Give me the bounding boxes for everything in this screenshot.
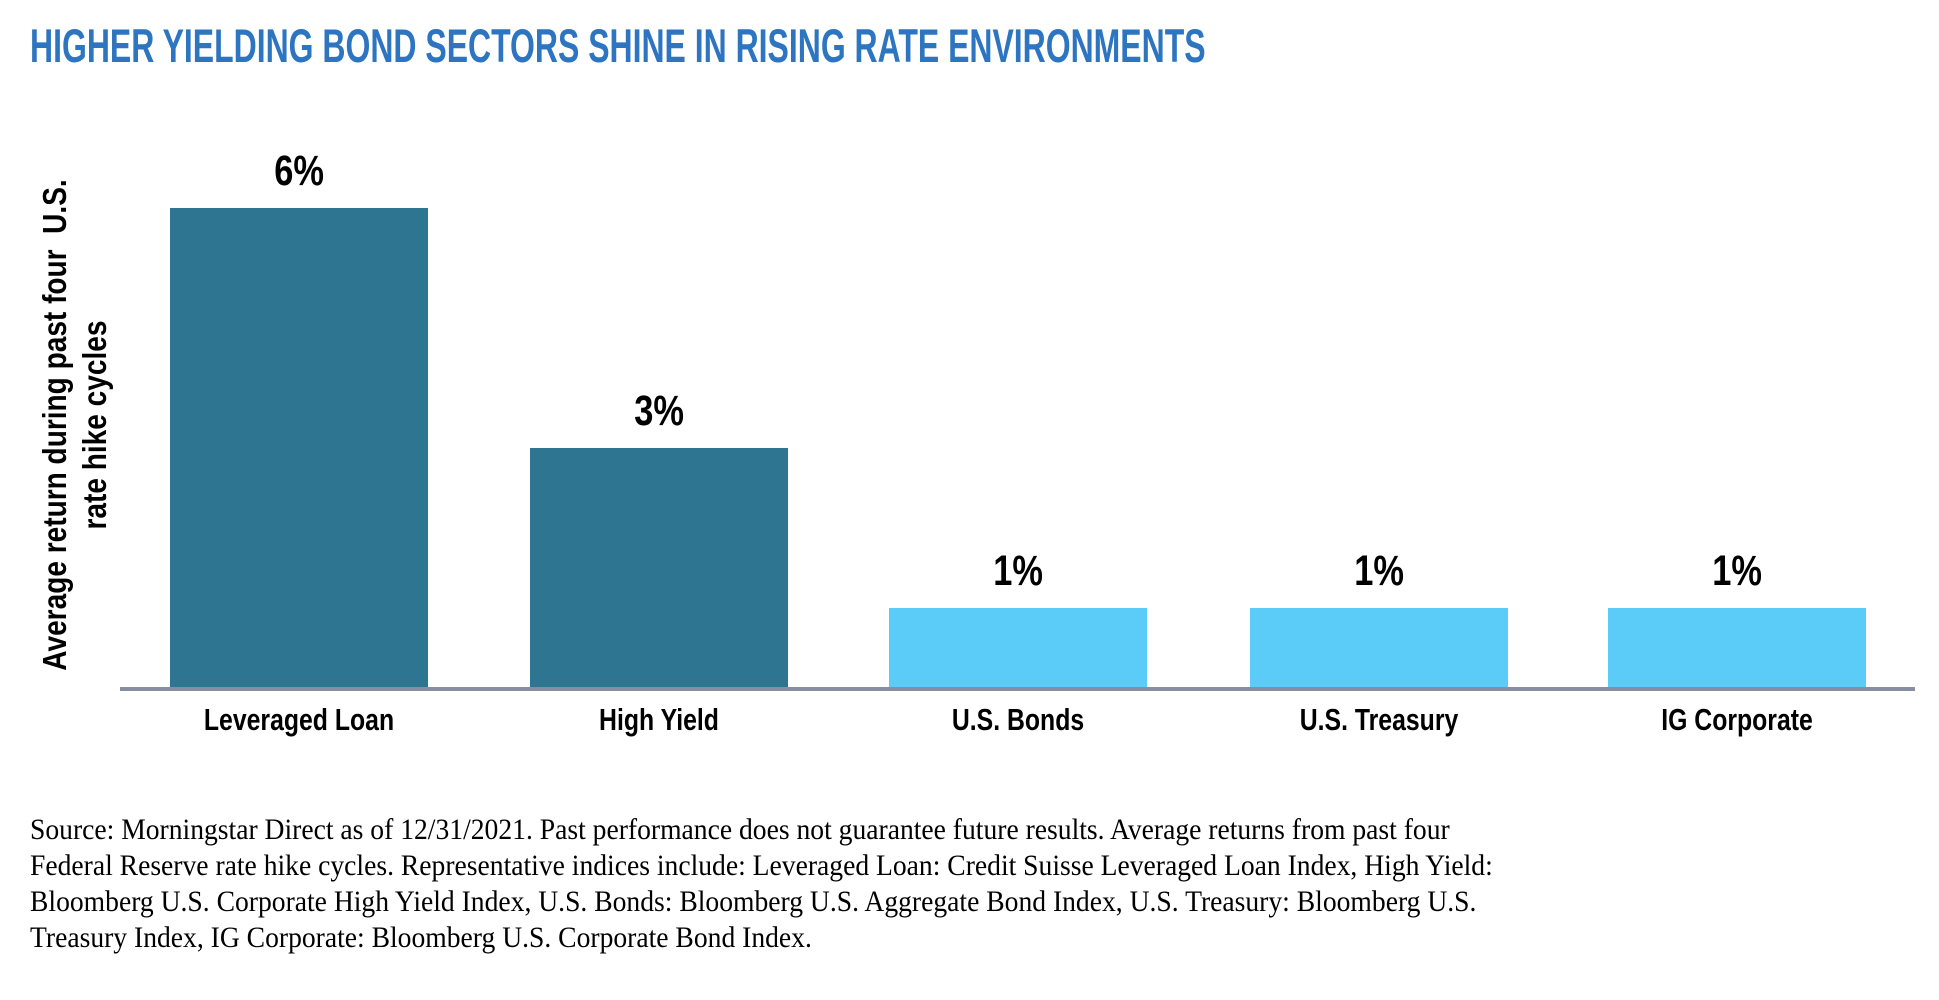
bar-high-yield [530,448,788,688]
bar-us-treasury [1250,608,1508,688]
bar-group-leveraged-loan: 6% Leveraged Loan [170,128,428,737]
source-note: Source: Morningstar Direct as of 12/31/2… [30,813,1493,954]
bar-value-label: 3% [634,387,684,435]
bar-ig-corporate [1608,608,1866,688]
bar-group-high-yield: 3% High Yield [530,128,788,737]
bar-group-us-treasury: 1% U.S. Treasury [1250,128,1508,737]
bar-leveraged-loan [170,208,428,688]
bar-group-us-bonds: 1% U.S. Bonds [889,128,1147,737]
bar-value-label: 1% [993,547,1043,595]
x-axis-category-label: Leveraged Loan [203,702,395,737]
bar-us-bonds [889,608,1147,688]
bar-value-label: 1% [1712,547,1762,595]
x-axis-category-label: U.S. Treasury [1299,702,1459,737]
y-axis-label-line2: rate hike cycles [76,320,113,530]
plot-area: 6% Leveraged Loan 3% High Yield 1% U.S. … [120,128,1915,737]
chart-title: HIGHER YIELDING BOND SECTORS SHINE IN RI… [30,19,1206,72]
bar-value-label: 1% [1354,547,1404,595]
y-axis-label-line1: Average return during past four U.S. [36,179,73,671]
x-axis-category-label: IG Corporate [1661,702,1813,737]
x-axis-category-label: U.S. Bonds [951,702,1085,737]
bar-value-label: 6% [274,147,324,195]
x-axis-baseline [120,687,1915,691]
y-axis-label: Average return during past four U.S. rat… [35,136,115,714]
x-axis-category-label: High Yield [599,702,719,737]
bar-group-ig-corporate: 1% IG Corporate [1608,128,1866,737]
